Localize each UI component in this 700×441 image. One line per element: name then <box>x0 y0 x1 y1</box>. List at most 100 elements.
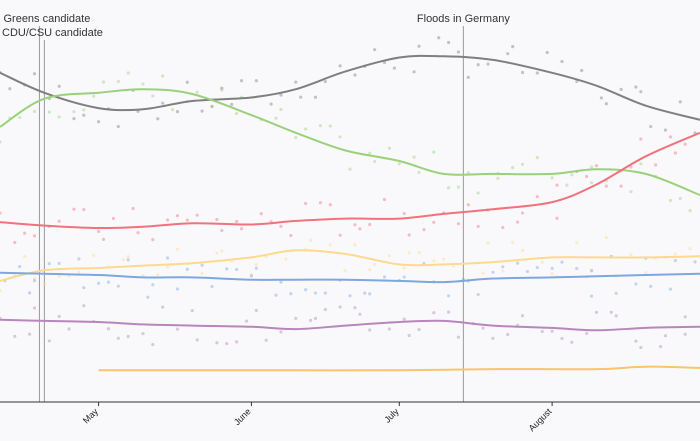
poll-dot <box>456 50 461 54</box>
poll-dot <box>284 257 288 261</box>
poll-dot <box>32 234 37 238</box>
poll-dot <box>328 243 332 247</box>
poll-dot <box>580 68 584 73</box>
series-lines-layer <box>0 54 700 372</box>
poll-dot <box>402 266 406 270</box>
poll-dot <box>166 265 170 269</box>
poll-dot <box>466 171 470 175</box>
poll-dot <box>446 294 451 298</box>
poll-dot <box>294 136 298 140</box>
poll-dot <box>506 332 510 337</box>
poll-dot <box>106 280 111 284</box>
poll-dot <box>338 233 342 237</box>
poll-dot <box>668 287 673 291</box>
poll-dot <box>32 72 37 76</box>
poll-dot <box>397 162 401 166</box>
poll-dot <box>343 268 347 273</box>
poll-dot <box>136 109 140 114</box>
poll-dot <box>639 90 643 94</box>
poll-dot <box>136 231 140 235</box>
poll-dot <box>382 197 387 202</box>
poll-dot <box>634 339 638 343</box>
poll-dot <box>146 295 150 299</box>
poll-dot <box>382 275 387 279</box>
poll-dot <box>185 267 189 271</box>
poll-dot <box>516 220 520 224</box>
poll-dot <box>230 102 234 106</box>
poll-dot <box>57 219 61 223</box>
poll-dot <box>289 233 293 238</box>
poll-dot <box>466 75 470 79</box>
poll-dot <box>560 59 564 64</box>
poll-dot <box>535 156 539 160</box>
poll-dot <box>8 87 12 91</box>
poll-dot <box>57 274 61 279</box>
poll-dot <box>57 261 61 266</box>
poll-dot <box>589 268 594 272</box>
poll-dot <box>673 151 677 155</box>
poll-dot <box>294 316 298 320</box>
poll-dot <box>589 294 594 298</box>
poll-dot <box>417 327 421 332</box>
poll-dot <box>520 248 525 253</box>
poll-dot <box>407 251 411 255</box>
poll-dot <box>220 86 224 90</box>
poll-dot <box>185 218 189 222</box>
poll-dot <box>407 233 411 237</box>
poll-dot <box>373 48 377 52</box>
poll-dot <box>678 196 682 201</box>
poll-dot <box>338 305 342 309</box>
poll-dot <box>629 165 633 169</box>
poll-dot <box>323 79 327 84</box>
poll-dot <box>649 124 653 129</box>
poll-dot <box>466 203 470 207</box>
poll-dot <box>254 266 258 270</box>
poll-dot <box>683 142 687 146</box>
poll-dot <box>185 80 189 84</box>
poll-dot <box>634 282 638 286</box>
poll-dot <box>535 71 539 75</box>
poll-dot <box>348 294 352 298</box>
poll-dot <box>249 274 254 278</box>
poll-dot <box>368 328 372 332</box>
poll-dot <box>491 270 495 274</box>
series-line-6 <box>98 365 700 372</box>
poll-dot <box>368 222 372 227</box>
poll-dot <box>299 95 303 99</box>
series-line-2 <box>0 131 700 230</box>
poll-dot <box>308 238 313 242</box>
poll-dot <box>437 36 441 40</box>
poll-dot <box>254 308 258 313</box>
poll-dot <box>589 269 594 273</box>
poll-dot <box>412 155 416 159</box>
poll-dot <box>387 146 392 150</box>
poll-dot <box>373 262 377 267</box>
poll-dot <box>244 319 249 323</box>
poll-dot <box>323 307 327 312</box>
poll-dot <box>663 128 668 132</box>
poll-dot <box>614 314 618 318</box>
poll-dot <box>82 207 86 212</box>
poll-dot <box>550 329 554 333</box>
poll-dot <box>540 329 544 334</box>
poll-dot <box>101 237 106 241</box>
poll-dot <box>32 276 37 280</box>
poll-dot <box>639 162 643 166</box>
poll-dot <box>589 181 594 185</box>
poll-dot <box>545 50 549 55</box>
poll-dot <box>673 252 677 256</box>
poll-dot <box>161 101 165 105</box>
poll-dot <box>407 333 411 338</box>
poll-dot <box>175 214 180 218</box>
poll-dot <box>42 282 46 287</box>
poll-dot <box>225 267 229 271</box>
poll-dot <box>446 310 451 314</box>
poll-dot <box>304 127 308 131</box>
poll-dot <box>614 291 618 295</box>
poll-dot <box>77 257 81 261</box>
poll-dot <box>432 150 436 154</box>
x-tick-label: August <box>527 406 554 433</box>
poll-dot <box>476 292 480 297</box>
poll-dot <box>570 340 574 344</box>
poll-dot <box>585 174 589 179</box>
